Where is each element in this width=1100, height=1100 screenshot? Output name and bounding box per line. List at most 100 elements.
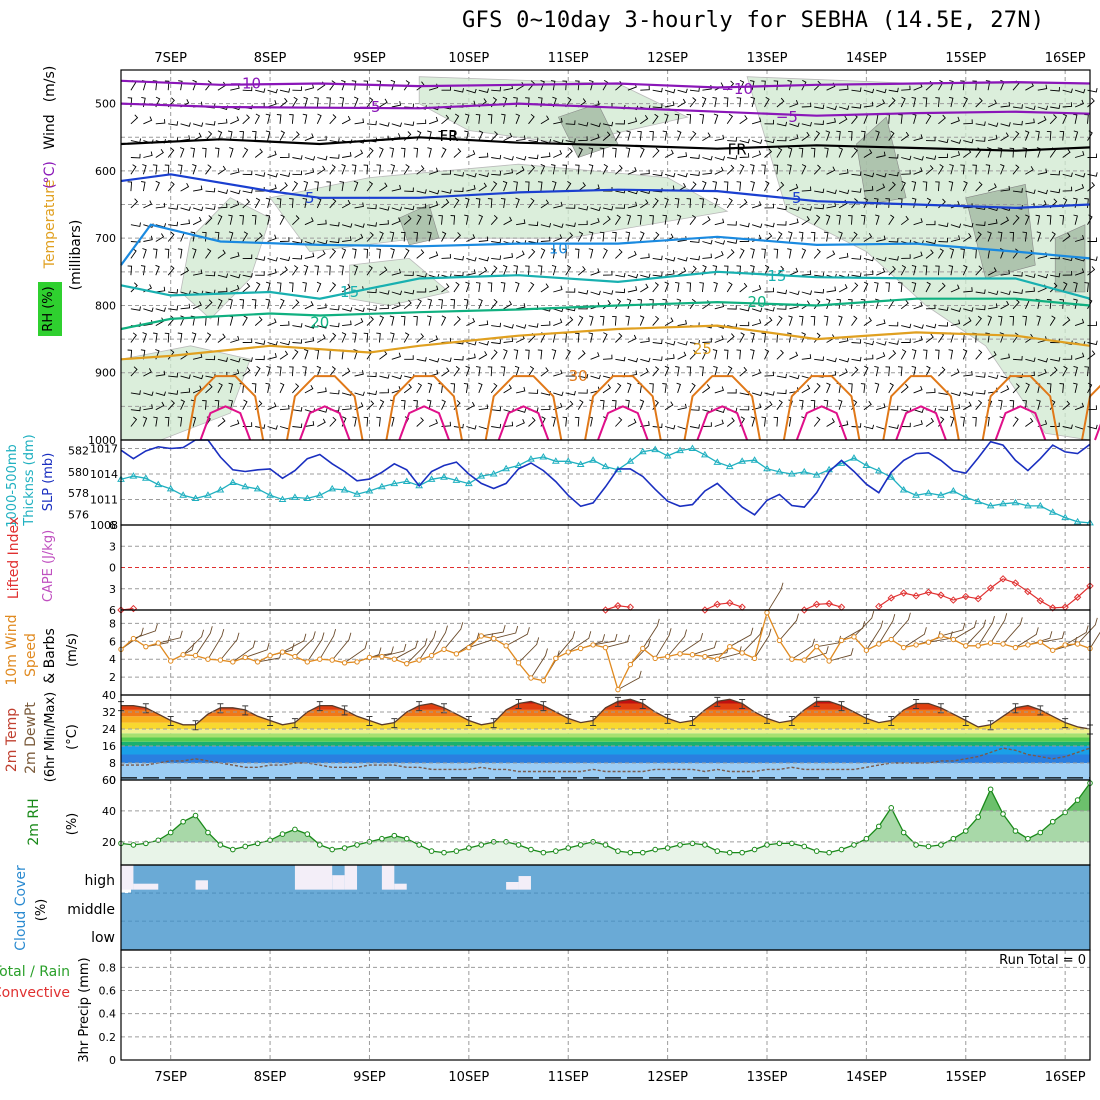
- wind-barb: [354, 202, 364, 209]
- wind-barb: [453, 316, 461, 326]
- wind-barb: [404, 355, 414, 360]
- wind-barb: [838, 368, 848, 377]
- wind-barb: [255, 355, 265, 361]
- wind-barb: [714, 240, 726, 245]
- wind10-point: [540, 677, 547, 684]
- wind-barb: [652, 231, 660, 242]
- wind-barb: [1000, 122, 1011, 127]
- wind-barb: [1000, 132, 1009, 141]
- rh2m-point: [1049, 818, 1056, 825]
- wind-barb: [750, 349, 755, 360]
- wind-barb: [960, 248, 965, 259]
- wind-barb: [1049, 315, 1056, 326]
- wind-barb: [1037, 357, 1049, 363]
- wind10-point: [590, 642, 596, 648]
- wind-barb: [839, 252, 849, 259]
- wind-barb: [1062, 281, 1068, 293]
- wind-barb: [553, 318, 563, 327]
- wind10-point: [441, 646, 447, 653]
- wind10-point: [565, 649, 571, 655]
- wind-barb: [664, 340, 676, 346]
- wind-barb: [699, 113, 705, 124]
- thickness-point: [899, 485, 908, 493]
- wind-barb: [938, 153, 948, 159]
- wind-barb: [901, 254, 911, 259]
- wind-barb: [900, 265, 907, 276]
- wind-barb: [130, 222, 141, 227]
- temp-tick-label: 8: [109, 757, 116, 770]
- wind-barb: [251, 383, 257, 393]
- wind-barb: [863, 424, 875, 430]
- wind-barb: [652, 356, 663, 361]
- wind-barb: [615, 214, 621, 225]
- wind-barb: [825, 130, 831, 141]
- li-point: [887, 594, 895, 602]
- wind-barb: [491, 154, 502, 160]
- wind-barb: [404, 271, 414, 276]
- wind-barb: [450, 383, 456, 393]
- temp2m-axis-label-3: (6hr Min/Max): [43, 692, 58, 782]
- wind-barb: [351, 80, 357, 91]
- wind-barb: [376, 416, 381, 427]
- wind-barb: [540, 321, 551, 327]
- temp-minmax-bar: [913, 699, 920, 709]
- wind-barb: [751, 117, 762, 125]
- wind-barb: [428, 116, 439, 125]
- wind-barb: [764, 306, 775, 312]
- temp-contour-30-loop: [882, 375, 960, 441]
- wind-barb: [168, 305, 179, 311]
- wind-barb: [366, 316, 374, 326]
- wind-barb: [193, 269, 203, 276]
- wind-barb: [714, 82, 724, 91]
- thickness-point: [1023, 501, 1032, 509]
- wind-barb: [304, 421, 315, 427]
- wind-barb: [689, 130, 697, 141]
- wind-barb: [789, 374, 800, 380]
- wind-barb: [217, 189, 229, 194]
- wind-barb: [1073, 281, 1078, 293]
- wind-barb: [314, 349, 320, 360]
- wind-barb: [1037, 105, 1049, 111]
- wind-barb: [689, 340, 700, 345]
- contour-label: −10: [229, 74, 261, 92]
- wind-barb: [949, 248, 955, 259]
- wind-barb: [453, 423, 464, 429]
- wind-barb: [214, 399, 220, 410]
- wind-barb: [1074, 99, 1084, 108]
- wind-barb: [450, 130, 456, 141]
- wind-barb: [677, 341, 688, 346]
- wind-barb: [637, 214, 642, 225]
- wind10-point: [553, 655, 559, 662]
- wind-barb: [826, 250, 836, 259]
- wind-barb: [963, 401, 972, 411]
- thickness-point: [365, 487, 374, 494]
- thickness-point: [589, 456, 597, 463]
- wind-barb: [317, 165, 326, 175]
- wind-barb: [463, 382, 469, 393]
- wind-barb: [466, 425, 477, 430]
- wind-barb: [180, 374, 191, 379]
- wind-barb: [764, 348, 770, 360]
- pressure-tick-label: 1000: [88, 434, 116, 447]
- wind-barb: [686, 282, 692, 293]
- wind-barb: [379, 350, 388, 360]
- wind-barb: [702, 337, 712, 343]
- wind-barb: [317, 387, 327, 394]
- wind-barb: [304, 156, 316, 161]
- li-point: [614, 602, 622, 610]
- temp-minmax-bar: [689, 716, 696, 726]
- wind10-point: [279, 649, 286, 655]
- wind-barb: [466, 401, 475, 411]
- wind-barb: [814, 288, 825, 294]
- wind10-point: [950, 636, 957, 643]
- wind-barb: [242, 147, 249, 158]
- wind-barb: [528, 282, 535, 293]
- wind-barb: [789, 100, 799, 108]
- wind-barb: [303, 348, 309, 360]
- wind-barb: [265, 113, 271, 124]
- wind-barb: [416, 189, 427, 194]
- wind-barb: [427, 382, 433, 394]
- wind-barb: [950, 151, 961, 158]
- wind-barb: [662, 298, 667, 309]
- wind-barb: [963, 222, 974, 228]
